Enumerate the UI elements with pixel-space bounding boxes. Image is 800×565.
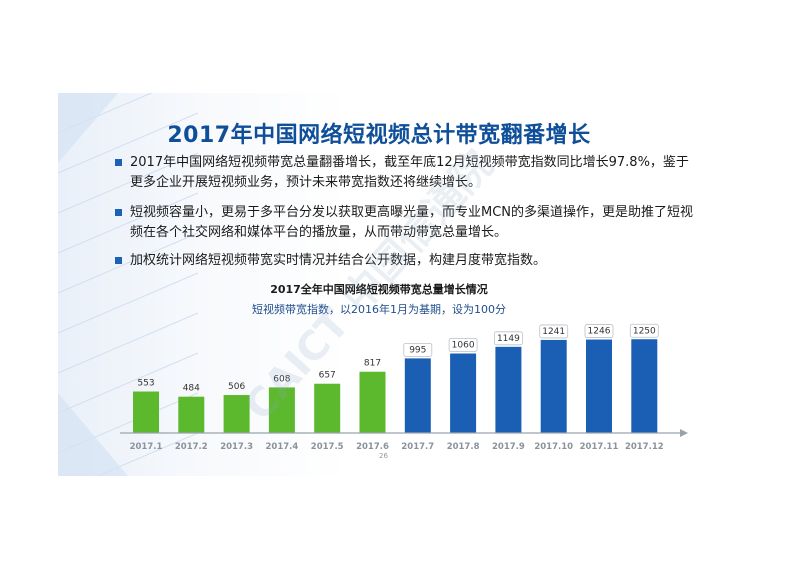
bullet-square-icon bbox=[115, 209, 122, 216]
x-tick-label: 2017.4 bbox=[265, 442, 298, 452]
data-label: 1149 bbox=[497, 334, 520, 344]
bar-2017.9 bbox=[495, 346, 522, 433]
bullet-item: 短视频容量小，更易于多平台分发以获取更高曝光量，而专业MCN的多渠道操作，更是助… bbox=[115, 203, 700, 243]
slide-title: 2017年中国网络短视频总计带宽翻番增长 bbox=[167, 123, 591, 148]
data-label: 1060 bbox=[452, 341, 475, 351]
data-label: 1250 bbox=[633, 326, 656, 336]
data-label: 995 bbox=[409, 345, 426, 355]
x-tick-label: 2017.8 bbox=[447, 442, 480, 452]
x-tick-label: 2017.12 bbox=[625, 442, 664, 452]
chart-subtitle: 短视频带宽指数，以2016年1月为基期，设为100分 bbox=[252, 303, 506, 316]
decorative-background-pattern bbox=[58, 93, 198, 476]
data-label: 1246 bbox=[588, 327, 611, 337]
bullet-text: 短视频容量小，更易于多平台分发以获取更高曝光量，而专业MCN的多渠道操作，更是助… bbox=[130, 205, 694, 240]
x-tick-label: 2017.5 bbox=[311, 442, 344, 452]
bullet-item: 加权统计网络短视频带宽实时情况并结合公开数据，构建月度带宽指数。 bbox=[115, 251, 700, 271]
data-label-box bbox=[493, 331, 523, 346]
bar-2017.8 bbox=[450, 353, 477, 433]
x-tick-label: 2017.3 bbox=[220, 442, 253, 452]
data-label: 1241 bbox=[542, 327, 565, 337]
bar-2017.7 bbox=[404, 358, 431, 433]
data-label: 608 bbox=[273, 374, 290, 384]
data-label: 817 bbox=[364, 359, 381, 369]
bar-2017.12 bbox=[631, 339, 658, 433]
chart-title: 2017全年中国网络短视频带宽总量增长情况 bbox=[270, 283, 488, 296]
data-label-box bbox=[448, 338, 478, 352]
bar-2017.11 bbox=[586, 339, 612, 433]
x-tick-label: 2017.7 bbox=[401, 442, 434, 452]
data-label-box bbox=[584, 324, 614, 338]
bullet-item: 2017年中国网络短视频带宽总量翻番增长，截至年底12月短视频带宽指数同比增长9… bbox=[115, 153, 700, 193]
data-label: 484 bbox=[183, 384, 200, 394]
data-label: 657 bbox=[319, 371, 336, 381]
bullet-square-icon bbox=[115, 159, 122, 166]
x-tick-label: 2017.11 bbox=[580, 442, 619, 452]
bullet-text: 加权统计网络短视频带宽实时情况并结合公开数据，构建月度带宽指数。 bbox=[130, 253, 547, 268]
x-axis-arrow-icon bbox=[680, 429, 688, 437]
x-tick-label: 2017.2 bbox=[175, 442, 208, 452]
bar-2017.2 bbox=[178, 396, 205, 433]
bar-chart: 553 484 506 608 657 817 995 1060 1149 1241 1246 125… bbox=[120, 323, 688, 452]
bar-2017.6 bbox=[359, 371, 386, 433]
data-label-box bbox=[629, 323, 659, 338]
data-label-box bbox=[403, 342, 433, 357]
data-label: 506 bbox=[228, 382, 245, 392]
page-number: 26 bbox=[379, 452, 388, 460]
bar-2017.5 bbox=[314, 383, 341, 433]
data-label-box bbox=[539, 324, 569, 339]
bullet-text: 2017年中国网络短视频带宽总量翻番增长，截至年底12月短视频带宽指数同比增长9… bbox=[130, 155, 689, 190]
bar-2017.4 bbox=[268, 387, 295, 433]
x-tick-label: 2017.9 bbox=[492, 442, 525, 452]
slide: 2017年中国网络短视频总计带宽翻番增长 2017年中国网络短视频带宽总量翻番增… bbox=[58, 93, 700, 476]
data-label: 553 bbox=[137, 379, 154, 389]
bar-2017.3 bbox=[223, 395, 250, 433]
bar-2017.10 bbox=[540, 339, 567, 433]
bar-2017.1 bbox=[133, 391, 159, 433]
x-tick-label: 2017.1 bbox=[130, 442, 163, 452]
x-tick-label: 2017.6 bbox=[356, 442, 389, 452]
x-tick-label: 2017.10 bbox=[534, 442, 573, 452]
bullet-square-icon bbox=[115, 257, 122, 264]
